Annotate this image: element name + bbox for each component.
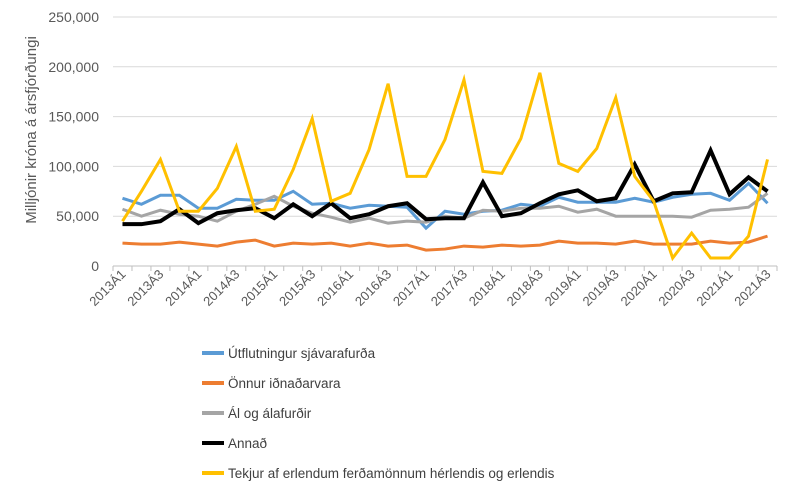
x-tick-label: 2021Á1: [693, 267, 735, 309]
legend-item: Annað: [202, 428, 554, 458]
x-tick-label: 2020Á3: [655, 267, 697, 309]
x-tick-label: 2015Á1: [238, 267, 280, 309]
y-tick-label: 100,000: [48, 158, 99, 174]
legend-swatch: [202, 441, 224, 445]
legend-swatch: [202, 471, 224, 475]
x-tick-label: 2014Á3: [200, 267, 242, 309]
x-tick-label: 2018Á3: [504, 267, 546, 309]
x-tick-label: 2014Á1: [162, 267, 204, 309]
x-tick-label: 2015Á3: [276, 267, 318, 309]
x-tick-label: 2017Á3: [428, 267, 470, 309]
legend-label: Önnur iðnaðarvara: [228, 375, 341, 391]
x-tick-label: 2016Á1: [314, 267, 356, 309]
y-axis-label: Milljónir króna á ársfjórðungi: [23, 36, 40, 224]
legend-swatch: [202, 381, 224, 385]
y-tick-label: 150,000: [48, 109, 99, 125]
y-tick-label: 0: [91, 258, 99, 274]
legend-item: Tekjur af erlendum ferðamönnum hérlendis…: [202, 458, 554, 488]
x-tick-label: 2018Á1: [466, 267, 508, 309]
legend-swatch: [202, 411, 224, 415]
x-tick-label: 2017Á1: [390, 267, 432, 309]
y-tick-label: 50,000: [56, 208, 99, 224]
legend-label: Tekjur af erlendum ferðamönnum hérlendis…: [228, 465, 555, 481]
legend-label: Útflutningur sjávarafurða: [228, 345, 376, 361]
legend-item: Önnur iðnaðarvara: [202, 368, 554, 398]
legend-label: Annað: [228, 435, 268, 451]
x-tick-label: 2019Á1: [542, 267, 584, 309]
legend-item: Ál og álafurðir: [202, 398, 554, 428]
x-tick-label: 2020Á1: [618, 267, 660, 309]
legend-item: Útflutningur sjávarafurða: [202, 338, 554, 368]
legend-swatch: [202, 351, 224, 355]
series-line: [121, 72, 769, 262]
x-tick-label: 2013Á3: [124, 267, 166, 309]
legend-label: Ál og álafurðir: [228, 405, 312, 421]
y-tick-label: 250,000: [48, 9, 99, 25]
x-tick-label: 2021Á3: [731, 267, 773, 309]
plot-area: Milljónir króna á ársfjórðungi 0 50,000 10…: [23, 9, 778, 309]
y-tick-label: 200,000: [48, 59, 99, 75]
legend: Útflutningur sjávarafurða Önnur iðnaðarva…: [202, 338, 554, 488]
x-tick-label: 2019Á3: [580, 267, 622, 309]
x-tick-label: 2016Á3: [352, 267, 394, 309]
